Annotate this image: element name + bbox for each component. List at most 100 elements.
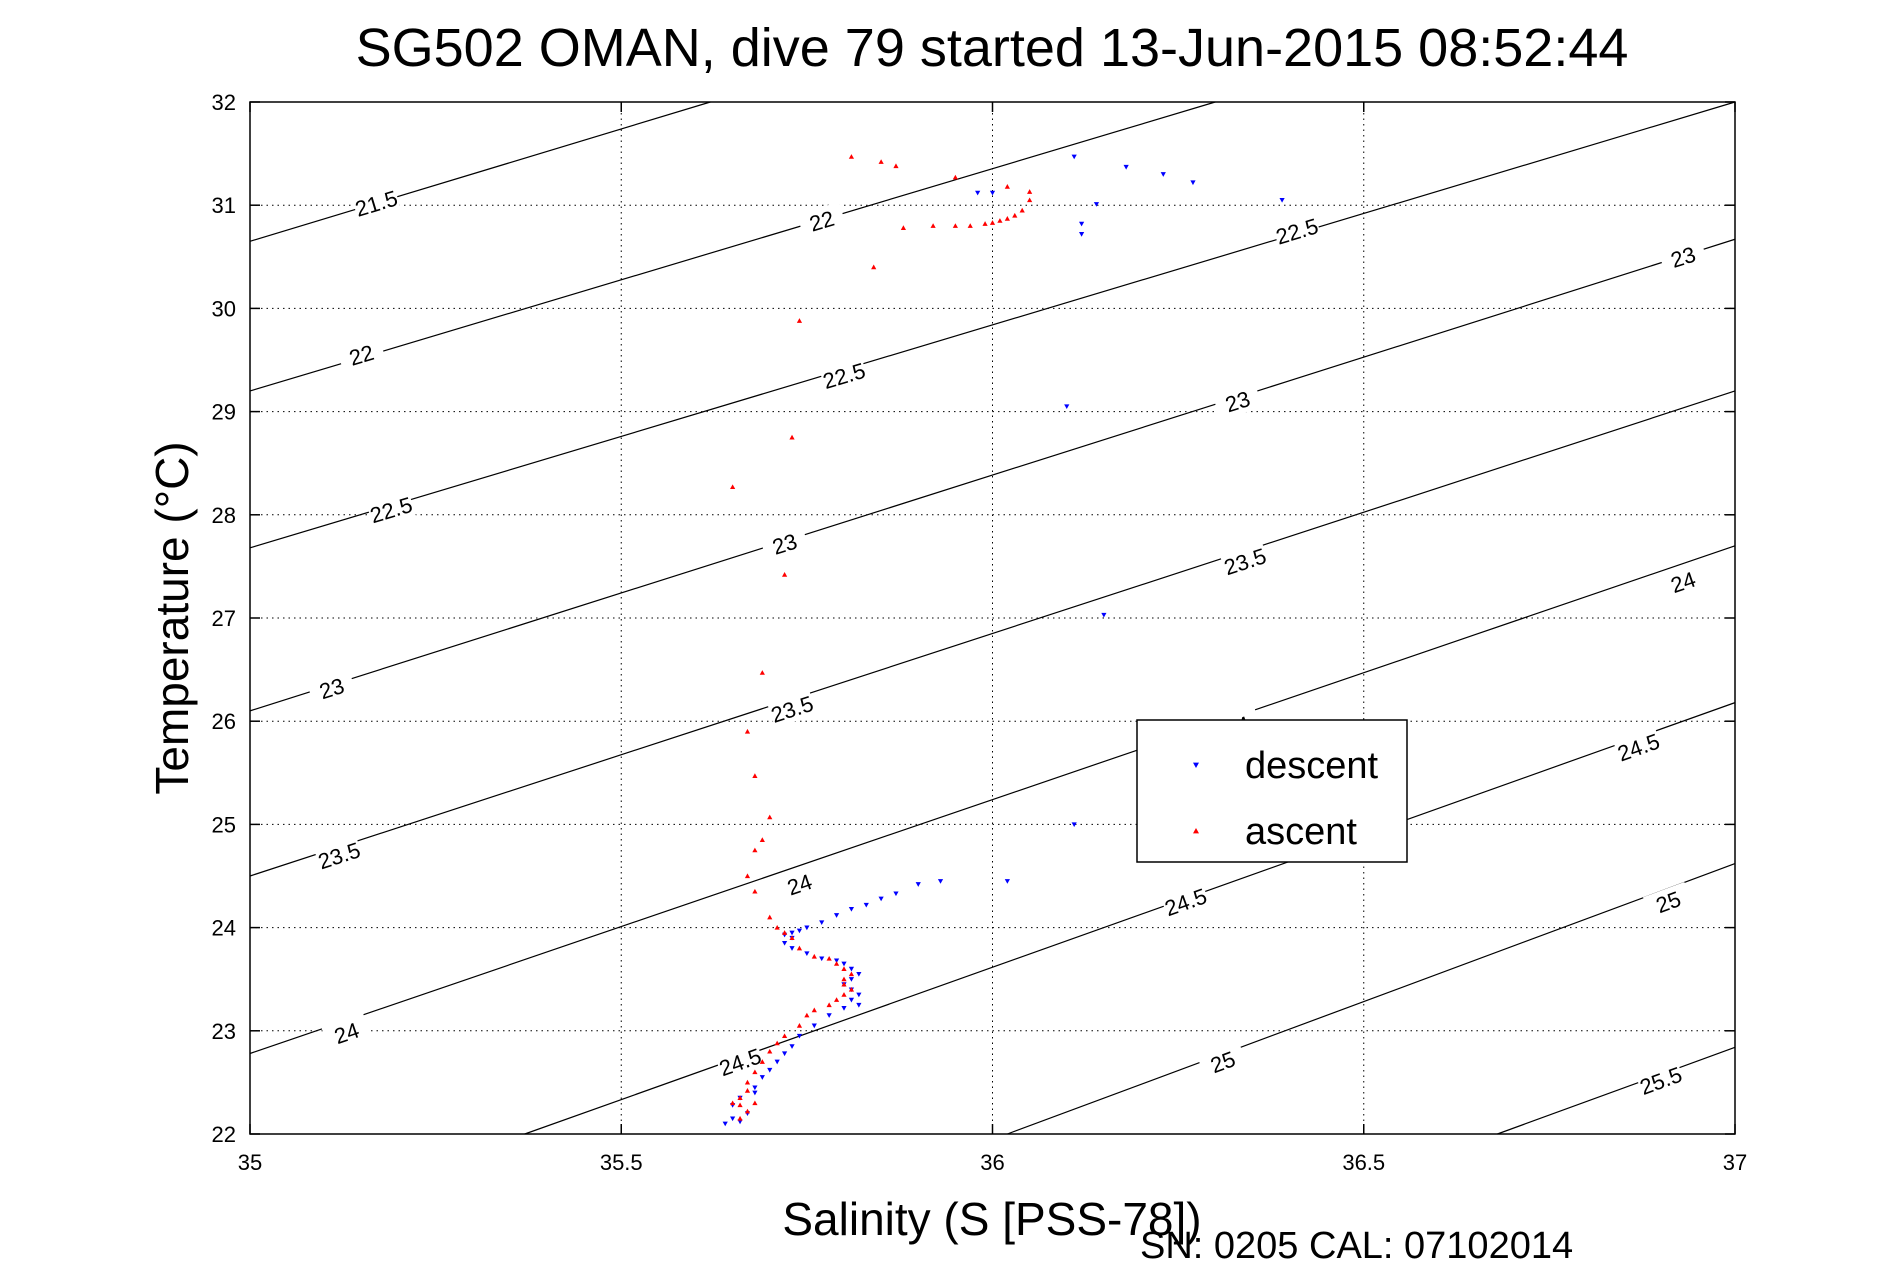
data-point-ascent [782, 930, 788, 935]
contour-label-bg [1212, 382, 1263, 421]
y-tick-label: 28 [212, 503, 236, 528]
data-point-ascent [767, 1048, 773, 1054]
data-point-ascent [841, 992, 847, 997]
x-axis-label: Salinity (S [PSS-78]) [782, 1193, 1201, 1245]
y-tick-label: 24 [212, 916, 236, 941]
data-point-descent [789, 930, 795, 936]
data-point-ascent [737, 1095, 743, 1100]
contour-label: 24.5 [1161, 883, 1210, 921]
contour-label-bg [819, 356, 869, 395]
legend-marker-descent [1193, 762, 1199, 768]
data-point-descent [833, 958, 840, 964]
contour-label: 22.5 [367, 492, 415, 528]
data-point-descent [856, 971, 862, 977]
data-point-ascent [752, 888, 758, 894]
data-point-ascent [752, 773, 758, 778]
data-point-descent [1160, 172, 1166, 177]
contour-label: 24.5 [1614, 729, 1663, 767]
data-point-ascent [774, 1040, 780, 1046]
data-point-descent [782, 941, 788, 946]
data-point-descent [752, 1090, 758, 1096]
data-point-ascent [871, 264, 877, 270]
series-ascent [730, 154, 1033, 1121]
y-tick-label: 26 [212, 709, 236, 734]
data-point-ascent [796, 1023, 803, 1028]
y-tick-label: 22 [212, 1122, 236, 1147]
data-point-ascent [930, 223, 936, 228]
data-point-ascent [848, 971, 855, 977]
data-point-descent [841, 1006, 847, 1011]
series-descent [722, 154, 1285, 1127]
data-point-descent [804, 925, 810, 931]
data-point-ascent [811, 1007, 817, 1013]
contour-line-22 [249, 101, 1216, 392]
data-point-descent [819, 920, 825, 926]
data-point-ascent [826, 955, 832, 961]
data-point-descent [811, 1023, 817, 1029]
data-point-descent [1101, 612, 1107, 618]
data-point-ascent [752, 1069, 758, 1075]
contour-label-bg [767, 689, 817, 729]
y-tick-label: 25 [212, 812, 236, 837]
data-point-ascent [952, 223, 958, 228]
legend-label-descent: descent [1245, 745, 1379, 787]
data-point-descent [833, 913, 840, 918]
data-point-ascent [804, 1012, 810, 1018]
data-point-ascent [1019, 207, 1025, 213]
data-point-ascent [878, 159, 884, 164]
legend: descent ascent [1136, 719, 1408, 863]
data-point-ascent [752, 847, 758, 853]
data-point-descent [804, 951, 810, 956]
data-point-descent [796, 928, 803, 934]
data-point-ascent [752, 1100, 758, 1106]
data-point-descent [893, 891, 899, 897]
contour-label-bg [351, 184, 402, 222]
data-point-ascent [796, 945, 803, 951]
chart-title: SG502 OMAN, dive 79 started 13-Jun-2015 … [356, 18, 1629, 78]
data-point-descent [848, 997, 855, 1003]
data-point-ascent [759, 670, 765, 675]
data-point-descent [848, 906, 855, 912]
data-point-descent [759, 1075, 765, 1080]
data-point-descent [789, 946, 795, 951]
legend-box [1136, 719, 1408, 863]
contour-label: 24.5 [716, 1043, 765, 1081]
data-point-descent [737, 1119, 743, 1125]
x-tick-label: 36.5 [1342, 1150, 1385, 1175]
data-point-ascent [744, 728, 751, 734]
data-point-ascent [1004, 184, 1010, 189]
data-point-descent [1123, 164, 1129, 170]
data-point-descent [1279, 197, 1285, 203]
data-point-ascent [893, 163, 899, 169]
contour-label-bg [714, 1042, 766, 1082]
data-point-descent [1190, 180, 1196, 186]
data-point-ascent [1027, 189, 1033, 194]
y-tick-label: 29 [212, 400, 236, 425]
data-point-ascent [767, 914, 773, 920]
data-point-descent [819, 956, 825, 962]
contour-label-bg [774, 864, 825, 904]
y-tick-label: 30 [212, 296, 236, 321]
data-point-ascent [833, 961, 840, 966]
data-point-descent [774, 1059, 780, 1065]
data-point-ascent [841, 981, 847, 987]
data-point-descent [1071, 154, 1077, 160]
data-point-descent [767, 1067, 773, 1073]
contour-label: 23.5 [768, 691, 816, 728]
contour-label: 22.5 [1273, 213, 1321, 249]
data-point-ascent [796, 318, 803, 323]
data-point-descent [841, 961, 847, 967]
data-point-ascent [782, 1033, 788, 1039]
contour-line-24 [249, 545, 1736, 1055]
x-tick-label: 35.5 [600, 1150, 643, 1175]
data-point-ascent [811, 953, 817, 959]
data-point-ascent [982, 221, 988, 226]
data-point-descent [1093, 202, 1100, 207]
data-point-ascent [744, 1088, 751, 1093]
data-point-descent [1079, 221, 1085, 227]
data-point-ascent [759, 1059, 765, 1064]
contour-label-bg [336, 336, 387, 374]
data-point-ascent [759, 837, 765, 842]
y-tick-label: 32 [212, 90, 236, 115]
y-tick-label: 23 [212, 1019, 236, 1044]
